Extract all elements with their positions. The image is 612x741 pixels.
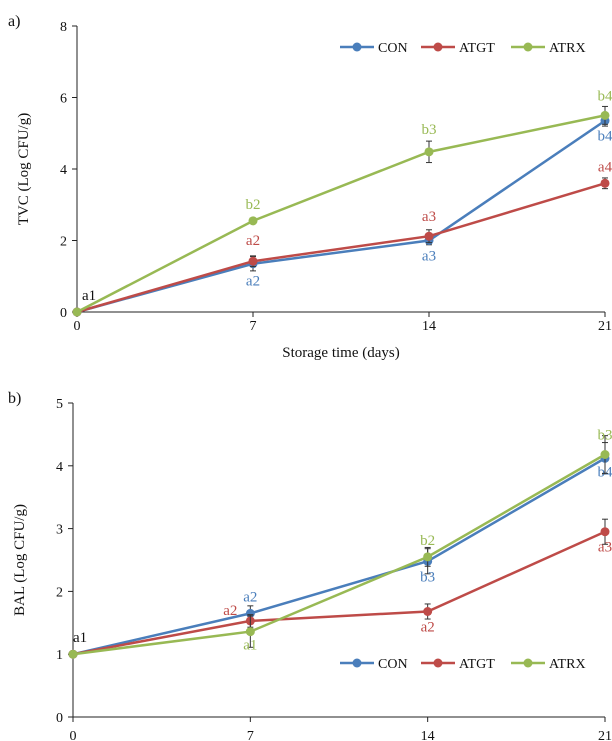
y-tick-label: 1: [56, 648, 63, 663]
data-point: [248, 216, 258, 226]
data-point: [245, 627, 255, 637]
panel-label: a): [8, 13, 20, 30]
y-tick-label: 2: [60, 235, 67, 250]
x-tick-label: 21: [598, 319, 612, 334]
y-tick-label: 4: [56, 460, 63, 475]
legend-entry-label: CON: [378, 657, 408, 672]
legend-swatch-marker: [433, 658, 443, 668]
significance-label: a2: [246, 274, 260, 290]
significance-label: a3: [422, 249, 436, 265]
chart-panel-a: a) 0 2 4 6 8 0 7 14 21 Storage time (days) TVC (Log…: [8, 13, 612, 361]
legend-entry-label: ATRX: [549, 41, 586, 56]
x-tick-label: 7: [247, 729, 254, 741]
significance-label: a2: [243, 589, 257, 605]
x-tick-label: 14: [422, 319, 436, 334]
legend-entry-label: ATGT: [459, 657, 495, 672]
significance-label: a3: [422, 209, 436, 225]
data-point: [424, 147, 434, 157]
y-axis-label: BAL (Log CFU/g): [12, 504, 28, 616]
series-atrx: a1 b2 b3: [68, 427, 612, 659]
data-point: [600, 527, 610, 537]
x-tick-label: 7: [250, 319, 257, 334]
series-line: [76, 119, 606, 314]
significance-label: b2: [246, 197, 261, 213]
significance-label: a2: [421, 619, 435, 635]
series-line: [76, 114, 606, 314]
series-atrx: b2 b3 b4: [72, 88, 612, 317]
data-point: [600, 178, 610, 188]
significance-label: a2: [246, 233, 260, 249]
y-tick-label: 8: [60, 20, 67, 35]
x-tick-label: 0: [70, 729, 77, 741]
legend-swatch-marker: [433, 42, 443, 52]
significance-label: a4: [598, 159, 612, 175]
data-point: [600, 110, 610, 120]
significance-label: a1: [82, 288, 96, 304]
data-point: [423, 552, 433, 562]
y-tick-label: 0: [60, 306, 67, 321]
legend: CON ATGT ATRX: [340, 41, 586, 56]
legend: CON ATGT ATRX: [340, 657, 586, 672]
data-point: [424, 231, 434, 241]
significance-label: a3: [598, 540, 612, 556]
panel-label: b): [8, 390, 21, 407]
y-tick-label: 6: [60, 92, 67, 107]
data-point: [248, 256, 258, 266]
significance-label: b4: [598, 88, 612, 104]
x-tick-label: 14: [421, 729, 435, 741]
significance-label: a1: [243, 638, 257, 654]
data-point: [72, 307, 82, 317]
y-axis-label: TVC (Log CFU/g): [16, 113, 32, 226]
series-atgt: a2 a2 a3: [68, 518, 612, 659]
legend-swatch-marker: [352, 658, 362, 668]
legend-swatch-marker: [523, 658, 533, 668]
series-line: [72, 530, 606, 656]
significance-label: b2: [420, 533, 435, 549]
series-con: a1 a2 a3 b4: [72, 114, 612, 317]
legend-swatch-marker: [523, 42, 533, 52]
significance-label: b4: [598, 129, 612, 145]
y-tick-label: 0: [56, 711, 63, 726]
series-line: [76, 182, 606, 314]
significance-label: b3: [422, 122, 437, 138]
significance-label: b3: [420, 569, 435, 585]
series-line: [72, 457, 606, 656]
significance-label: a2: [223, 603, 237, 619]
legend-entry-label: CON: [378, 41, 408, 56]
data-point: [68, 649, 78, 659]
x-tick-label: 21: [598, 729, 612, 741]
significance-label: a1: [73, 630, 87, 646]
y-tick-label: 3: [56, 523, 63, 538]
data-point: [423, 606, 433, 616]
x-axis-label: Storage time (days): [282, 345, 399, 361]
y-tick-label: 5: [56, 397, 63, 412]
legend-entry-label: ATGT: [459, 41, 495, 56]
series-line: [72, 453, 606, 656]
chart-panel-b: b)012345071421Storage time (days)BAL (Lo…: [8, 390, 612, 741]
x-tick-label: 0: [74, 319, 81, 334]
y-tick-label: 4: [60, 163, 67, 178]
series-atgt: a2 a3 a4: [72, 159, 612, 317]
legend-swatch-marker: [352, 42, 362, 52]
data-point: [600, 449, 610, 459]
significance-label: b3: [598, 427, 612, 443]
y-tick-label: 2: [56, 585, 63, 600]
legend-entry-label: ATRX: [549, 657, 586, 672]
